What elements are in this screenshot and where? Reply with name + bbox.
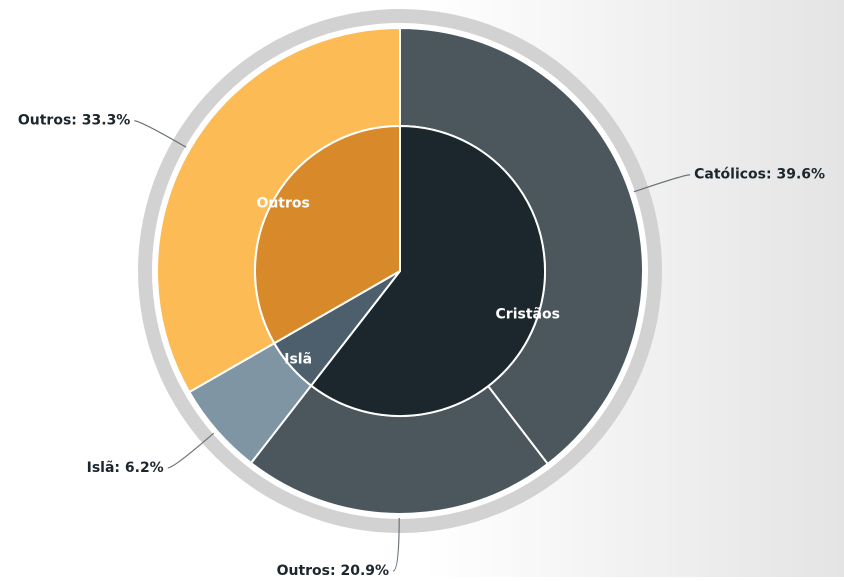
inner-label: Cristãos	[496, 307, 560, 323]
segment-label: Outros: 20.9%	[277, 563, 389, 577]
inner-label: Outros	[256, 195, 309, 211]
chart: Católicos: 39.6% Outros: 20.9% Islã: 6.2% O…	[0, 0, 844, 577]
inner-label: Islã	[284, 352, 312, 368]
segment-label: Outros: 33.3%	[18, 113, 130, 129]
segment-label: Islã: 6.2%	[87, 460, 164, 476]
segment-label: Católicos: 39.6%	[694, 167, 825, 183]
